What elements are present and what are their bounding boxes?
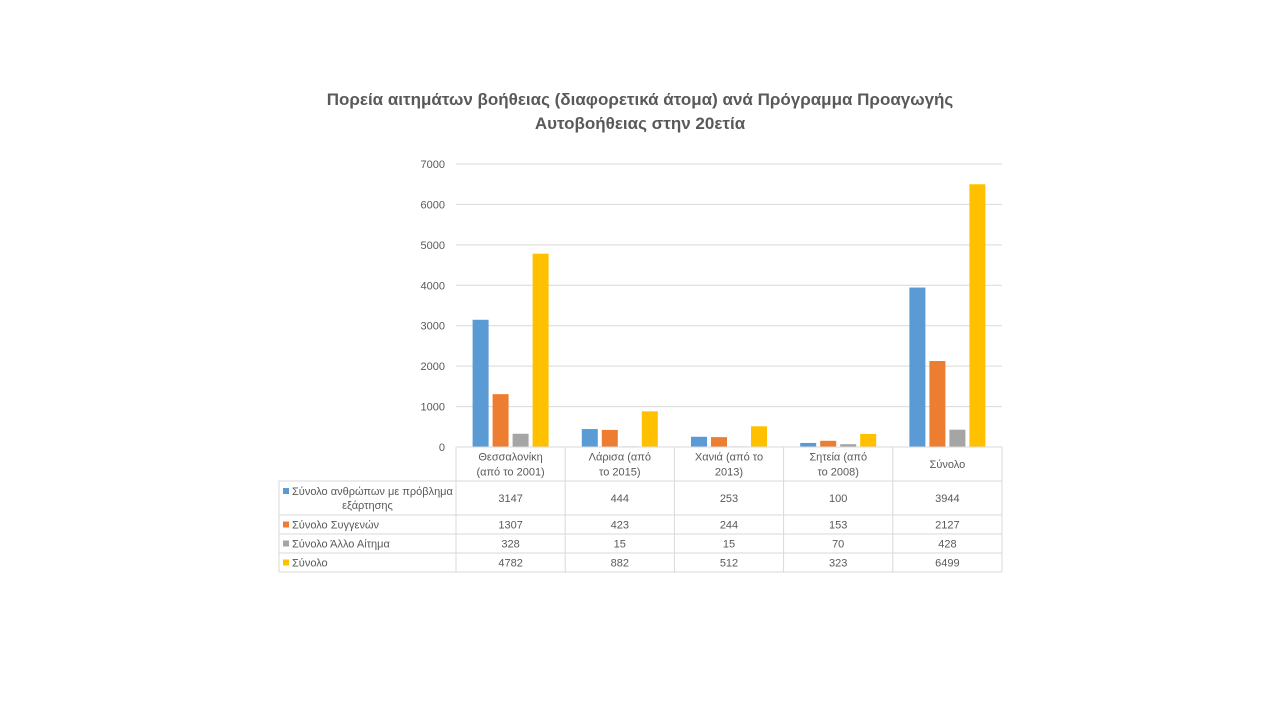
chart-title-line-2: Αυτοβοήθειας στην 20ετία	[534, 114, 746, 133]
data-table-value: 2127	[935, 520, 959, 532]
legend-label: Σύνολο	[292, 558, 328, 570]
bar	[949, 429, 966, 447]
bar	[601, 429, 618, 447]
data-table-value: 428	[938, 539, 956, 551]
legend-swatch	[283, 540, 289, 547]
x-category-label: (από το 2001)	[476, 467, 544, 479]
chart-title: Πορεία αιτημάτων βοήθειας (διαφορετικά ά…	[300, 88, 980, 136]
legend-swatch	[283, 559, 289, 566]
data-table-value: 512	[720, 558, 738, 570]
data-table-value: 244	[720, 520, 738, 532]
data-table-value: 328	[501, 539, 519, 551]
bar	[751, 426, 767, 447]
data-table-value: 6499	[935, 558, 959, 570]
data-table-value: 3147	[498, 493, 522, 505]
data-table-value: 153	[829, 520, 847, 532]
bar	[492, 394, 509, 447]
y-tick-label: 0	[439, 442, 445, 454]
y-tick-label: 6000	[421, 199, 445, 211]
x-category-label: το 2015)	[599, 467, 641, 479]
bar	[820, 440, 837, 447]
data-table-value: 15	[614, 539, 626, 551]
data-table-value: 444	[611, 493, 629, 505]
data-table-value: 323	[829, 558, 847, 570]
data-table-value: 253	[720, 493, 738, 505]
x-category-label: Σητεία (από	[809, 452, 867, 464]
data-table-value: 15	[723, 539, 735, 551]
data-table-value: 423	[611, 520, 629, 532]
y-tick-label: 5000	[421, 240, 445, 252]
y-tick-label: 2000	[421, 361, 445, 373]
bar	[909, 287, 926, 447]
x-category-label: Λάρισα (από	[589, 452, 651, 464]
bar	[800, 442, 817, 447]
y-tick-label: 1000	[421, 402, 445, 414]
y-tick-label: 7000	[421, 159, 445, 171]
legend-label: Σύνολο Άλλο Αίτημα	[292, 539, 390, 551]
bar	[860, 433, 877, 447]
data-table-value: 1307	[498, 520, 522, 532]
bar	[532, 253, 549, 447]
bar	[711, 437, 727, 447]
legend-swatch	[283, 521, 289, 528]
bar	[969, 184, 986, 448]
bar	[929, 361, 946, 447]
y-tick-label: 3000	[421, 321, 445, 333]
data-table-value: 70	[832, 539, 844, 551]
data-table-value: 3944	[935, 493, 959, 505]
bar	[581, 429, 598, 447]
bar	[840, 444, 857, 447]
y-tick-label: 4000	[421, 280, 445, 292]
data-table-value: 100	[829, 493, 847, 505]
bar	[691, 436, 707, 447]
data-table-value: 882	[611, 558, 629, 570]
x-category-label: Θεσσαλονίκη	[478, 452, 542, 464]
bar	[472, 319, 489, 447]
legend-swatch	[283, 488, 289, 494]
x-category-label: Σύνολο	[930, 459, 966, 471]
legend-label: Σύνολο Συγγενών	[292, 520, 380, 532]
bar	[641, 411, 658, 447]
legend-label: εξάρτησης	[342, 500, 393, 512]
x-category-label: το 2008)	[817, 467, 859, 479]
legend-label: Σύνολο ανθρώπων με πρόβλημα	[292, 486, 454, 498]
x-category-label: 2013)	[715, 467, 743, 479]
chart-title-line-1: Πορεία αιτημάτων βοήθειας (διαφορετικά ά…	[326, 90, 954, 109]
data-table-value: 4782	[498, 558, 522, 570]
x-category-label: Χανιά (από το	[695, 452, 763, 464]
bar	[512, 433, 529, 447]
